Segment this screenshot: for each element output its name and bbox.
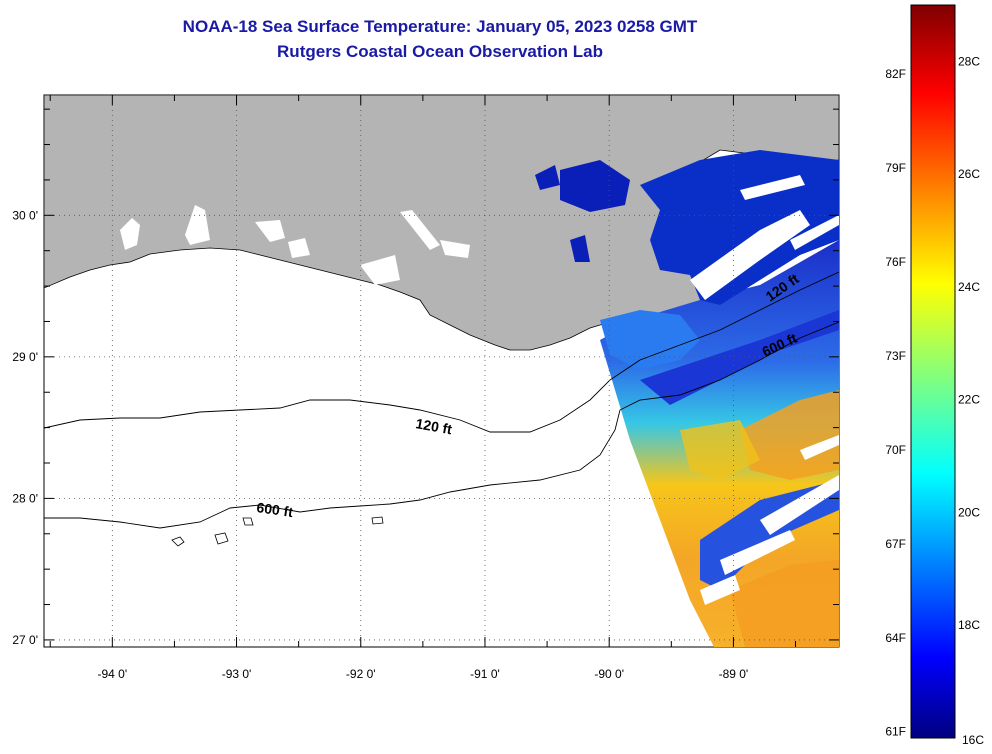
colorbar-fahrenheit-label: 67F <box>885 537 906 551</box>
axis-ticks: -94 0' -93 0' -92 0' -91 0' -90 0' -89 0' 30 0… <box>12 95 839 681</box>
colorbar-celsius-label: 20C <box>958 505 980 519</box>
lat-tick-label: 29 0' <box>12 350 38 364</box>
colorbar-celsius-label: 16C <box>962 733 984 747</box>
estuary-water <box>560 160 630 212</box>
lake <box>400 210 440 250</box>
lon-tick-label: -89 0' <box>719 667 749 681</box>
estuary-water <box>570 235 590 262</box>
lon-tick-label: -94 0' <box>97 667 127 681</box>
colorbar-fahrenheit-label: 61F <box>885 725 906 739</box>
contour-600ft-line <box>44 321 839 529</box>
colorbar-celsius-label: 28C <box>958 54 980 68</box>
colorbar-fahrenheit-label: 76F <box>885 255 906 269</box>
cloud-streak <box>690 210 810 300</box>
lake <box>440 240 470 258</box>
colorbar-fahrenheit-label: 82F <box>885 67 906 81</box>
contour-label-600ft-west: 600 ft <box>256 499 295 520</box>
cloud-streak <box>790 215 839 250</box>
cloud-streak <box>760 475 839 535</box>
contour-600ft-islet <box>242 517 254 526</box>
lon-tick-label: -91 0' <box>470 667 500 681</box>
contour-label-120ft-west: 120 ft <box>414 415 453 437</box>
coastal-water <box>600 310 700 370</box>
lon-tick-label: -92 0' <box>346 667 376 681</box>
estuary-water <box>535 165 560 190</box>
lat-tick-label: 28 0' <box>12 491 38 505</box>
lat-tick-label: 27 0' <box>12 633 38 647</box>
colorbar-celsius-label: 18C <box>958 618 980 632</box>
cloud-streak <box>720 530 795 575</box>
contour-600ft-islet <box>214 532 229 545</box>
map-subtitle: Rutgers Coastal Ocean Observation Lab <box>277 42 603 61</box>
contour-600ft-islet <box>171 536 185 547</box>
colorbar-fahrenheit-label: 79F <box>885 161 906 175</box>
lat-tick-label: 30 0' <box>12 208 38 222</box>
lake <box>255 220 285 242</box>
colorbar-celsius-label: 26C <box>958 167 980 181</box>
lon-tick-label: -93 0' <box>222 667 252 681</box>
lake <box>185 205 210 245</box>
lon-tick-label: -90 0' <box>594 667 624 681</box>
colorbar <box>910 4 956 739</box>
cloud-streak <box>800 435 839 460</box>
cloud-streak <box>700 575 740 605</box>
warm-water <box>680 420 760 480</box>
lake <box>288 238 310 258</box>
colorbar-celsius-label: 22C <box>958 393 980 407</box>
graticule <box>44 95 839 647</box>
cloud-streak <box>740 175 805 200</box>
lake <box>360 255 400 285</box>
contour-120ft-line <box>44 271 839 433</box>
warm-water <box>740 390 839 480</box>
colorbar-fahrenheit-label: 73F <box>885 349 906 363</box>
warm-water <box>730 560 839 647</box>
colorbar-fahrenheit-label: 70F <box>885 443 906 457</box>
colorbar-celsius-label: 24C <box>958 280 980 294</box>
colorbar-ticks: 28C 26C 24C 22C 20C 18C 16C 82F 79F 76F 73F 70F 67F 6… <box>885 54 984 747</box>
colorbar-fahrenheit-label: 64F <box>885 631 906 645</box>
lake <box>120 218 140 250</box>
cool-water <box>640 310 839 405</box>
map-title: NOAA-18 Sea Surface Temperature: January… <box>182 17 698 36</box>
contour-600ft-islet <box>371 516 384 525</box>
